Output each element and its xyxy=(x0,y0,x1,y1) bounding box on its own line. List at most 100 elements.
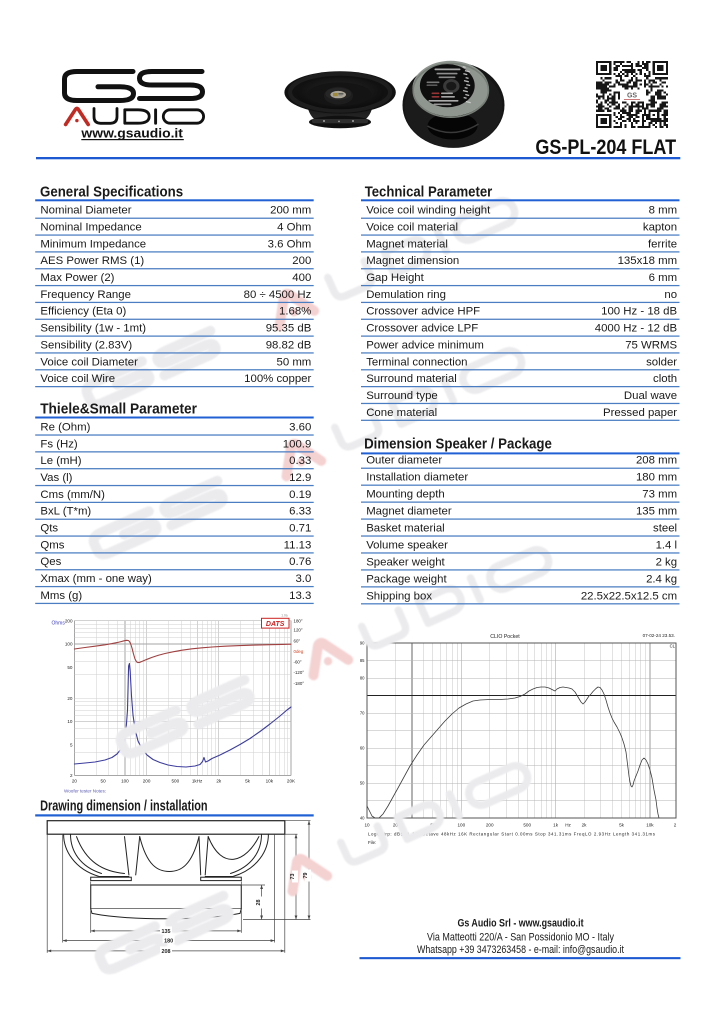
svg-text:10k: 10k xyxy=(266,779,274,784)
svg-text:2k: 2k xyxy=(582,823,588,828)
svg-text:Vas (l): Vas (l) xyxy=(40,472,72,484)
svg-text:www.gsaudio.it: www.gsaudio.it xyxy=(80,125,183,140)
svg-text:Voice coil Wire: Voice coil Wire xyxy=(40,373,115,385)
svg-text:10k: 10k xyxy=(646,823,654,828)
svg-text:100: 100 xyxy=(65,642,73,647)
svg-text:-180°: -180° xyxy=(294,681,305,686)
svg-text:180°: 180° xyxy=(294,619,303,624)
svg-text:cloth: cloth xyxy=(653,373,677,385)
svg-text:Voice coil material: Voice coil material xyxy=(366,222,458,234)
svg-text:0.19: 0.19 xyxy=(289,489,311,501)
svg-text:Demulation ring: Demulation ring xyxy=(366,289,446,301)
svg-text:500: 500 xyxy=(523,823,531,828)
svg-text:1.0a: 1.0a xyxy=(281,614,287,618)
svg-text:50 mm: 50 mm xyxy=(276,356,311,368)
svg-text:Cone material: Cone material xyxy=(366,407,437,419)
svg-text:2: 2 xyxy=(674,823,677,828)
svg-text:2k: 2k xyxy=(216,779,222,784)
svg-text:80: 80 xyxy=(360,676,365,681)
svg-text:8 mm: 8 mm xyxy=(649,205,677,217)
svg-text:Max Power (2): Max Power (2) xyxy=(40,272,114,284)
svg-text:200: 200 xyxy=(292,255,311,267)
svg-text:Voice coil winding height: Voice coil winding height xyxy=(366,205,491,217)
svg-text:0deg: 0deg xyxy=(294,649,304,654)
svg-text:Surround material: Surround material xyxy=(366,373,457,385)
svg-text:79: 79 xyxy=(303,873,309,879)
svg-text:2.4 kg: 2.4 kg xyxy=(646,573,677,585)
svg-text:Sensibility (2.83V): Sensibility (2.83V) xyxy=(40,339,132,351)
svg-text:50: 50 xyxy=(67,665,73,670)
svg-text:20: 20 xyxy=(393,823,399,828)
svg-text:200: 200 xyxy=(143,779,151,784)
svg-text:3.60: 3.60 xyxy=(289,422,311,434)
svg-text:1.68%: 1.68% xyxy=(279,306,311,318)
svg-text:ferrite: ferrite xyxy=(648,238,677,250)
svg-text:208: 208 xyxy=(162,949,171,955)
svg-text:100: 100 xyxy=(457,823,465,828)
svg-text:95.35 dB: 95.35 dB xyxy=(266,323,312,335)
svg-text:GS: GS xyxy=(627,93,637,100)
svg-text:200: 200 xyxy=(65,618,73,623)
svg-text:Nominal Diameter: Nominal Diameter xyxy=(40,205,131,217)
svg-text:135: 135 xyxy=(162,929,171,935)
svg-text:10: 10 xyxy=(364,823,370,828)
svg-text:Technical Parameter: Technical Parameter xyxy=(365,184,493,200)
svg-text:Crossover advice LPF: Crossover advice LPF xyxy=(366,323,478,335)
svg-text:Woofer tester Notes:: Woofer tester Notes: xyxy=(64,789,106,794)
svg-text:Qms: Qms xyxy=(40,539,64,551)
svg-text:Efficiency (Eta 0): Efficiency (Eta 0) xyxy=(40,306,126,318)
svg-text:90: 90 xyxy=(360,641,365,646)
svg-text:20: 20 xyxy=(67,696,73,701)
svg-text:File:: File: xyxy=(368,840,376,845)
svg-text:6 mm: 6 mm xyxy=(649,272,677,284)
svg-text:Qes: Qes xyxy=(40,556,61,568)
svg-text:Magnet diameter: Magnet diameter xyxy=(366,506,452,518)
svg-text:Crossover advice HPF: Crossover advice HPF xyxy=(366,306,480,318)
svg-text:4 Ohm: 4 Ohm xyxy=(277,222,311,234)
svg-text:22.5x22.5x12.5 cm: 22.5x22.5x12.5 cm xyxy=(581,590,677,602)
svg-text:70: 70 xyxy=(360,711,365,716)
svg-text:Basket material: Basket material xyxy=(366,523,445,535)
svg-text:2 kg: 2 kg xyxy=(656,556,678,568)
svg-text:120°: 120° xyxy=(294,628,303,633)
svg-text:73: 73 xyxy=(290,874,296,880)
svg-text:07-02-24 23.53.: 07-02-24 23.53. xyxy=(643,633,675,638)
svg-text:LogChirp: dBSPL 1/3 Octave: LogChirp: dBSPL 1/3 Octave 48kHz 16K Rec… xyxy=(368,832,656,837)
svg-text:20: 20 xyxy=(72,779,78,784)
svg-text:Surround type: Surround type xyxy=(366,390,438,402)
svg-text:Terminal connection: Terminal connection xyxy=(366,356,467,368)
svg-text:1kHz: 1kHz xyxy=(192,779,203,784)
svg-text:Sensibility (1w - 1mt): Sensibility (1w - 1mt) xyxy=(40,323,146,335)
svg-text:solder: solder xyxy=(646,356,677,368)
svg-text:3.0: 3.0 xyxy=(295,573,311,585)
svg-text:100: 100 xyxy=(121,779,129,784)
svg-text:Power advice minimum: Power advice minimum xyxy=(366,339,484,351)
svg-text:Speaker weight: Speaker weight xyxy=(366,556,445,568)
svg-text:Minimum Impedance: Minimum Impedance xyxy=(40,238,146,250)
svg-text:kapton: kapton xyxy=(643,222,677,234)
svg-text:no: no xyxy=(664,289,677,301)
svg-text:80 ÷ 4500 Hz: 80 ÷ 4500 Hz xyxy=(244,289,312,301)
svg-text:98.82 dB: 98.82 dB xyxy=(266,339,312,351)
svg-text:-120°: -120° xyxy=(294,670,305,675)
svg-text:DATS: DATS xyxy=(266,621,285,628)
svg-text:Re (Ohm): Re (Ohm) xyxy=(40,422,90,434)
svg-text:100% copper: 100% copper xyxy=(244,373,311,385)
svg-text:General Specifications: General Specifications xyxy=(40,184,183,200)
svg-text:Ohms: Ohms xyxy=(52,621,66,627)
svg-text:BxL (T*m): BxL (T*m) xyxy=(40,506,91,518)
svg-text:Frequency Range: Frequency Range xyxy=(40,289,131,301)
svg-text:0.33: 0.33 xyxy=(289,455,311,467)
svg-text:Magnet dimension: Magnet dimension xyxy=(366,255,459,267)
svg-text:28: 28 xyxy=(256,900,262,906)
svg-text:135x18 mm: 135x18 mm xyxy=(618,255,678,267)
svg-text:0.76: 0.76 xyxy=(289,556,311,568)
svg-text:Mounting depth: Mounting depth xyxy=(366,489,445,501)
svg-text:1.4 l: 1.4 l xyxy=(656,540,678,552)
svg-text:200: 200 xyxy=(486,823,494,828)
svg-text:135 mm: 135 mm xyxy=(636,506,677,518)
svg-text:CLIO Pocket: CLIO Pocket xyxy=(490,634,520,640)
svg-text:Gs Audio Srl - www.gsaudio.it: Gs Audio Srl - www.gsaudio.it xyxy=(457,918,583,930)
svg-text:Hz: Hz xyxy=(565,823,571,828)
svg-text:Whatsapp +39 3473263458 - e-ma: Whatsapp +39 3473263458 - e-mail: info@g… xyxy=(417,944,624,956)
